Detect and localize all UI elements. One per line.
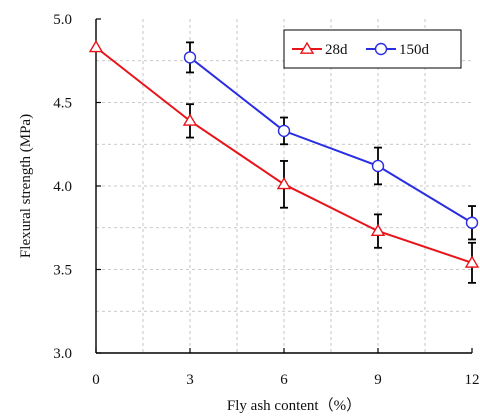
x-axis-title: Fly ash content（%） [227, 397, 361, 414]
data-point-triangle [276, 176, 292, 190]
data-point-circle [371, 159, 385, 173]
legend-label-28d: 28d [325, 42, 348, 58]
tick-labels: 0 3 6 9 12 3.0 3.5 4.0 4.5 5.0 [53, 12, 479, 388]
series-150d [183, 41, 479, 241]
series-line-150d [189, 56, 473, 224]
data-point-triangle [464, 255, 480, 268]
data-point-circle [277, 124, 291, 138]
legend: 28d 150d [283, 29, 462, 69]
y-tick-label: 3.0 [53, 346, 72, 362]
x-tick-label: 12 [465, 372, 480, 388]
data-point-circle [183, 51, 197, 64]
y-tick-label: 4.0 [53, 179, 72, 195]
x-tick-label: 0 [92, 372, 100, 388]
data-point-triangle [182, 113, 198, 126]
data-point-circle [374, 42, 388, 56]
x-tick-label: 3 [186, 372, 194, 388]
data-point-triangle [299, 41, 315, 54]
data-point-triangle [88, 40, 104, 53]
data-point-circle [465, 216, 479, 229]
y-tick-label: 3.5 [53, 263, 72, 279]
y-tick-label: 5.0 [53, 12, 72, 28]
x-tick-label: 9 [374, 372, 382, 388]
axes [95, 18, 473, 354]
x-tick-label: 6 [280, 372, 288, 388]
y-axis-title: Flexural strength (MPa) [18, 114, 34, 258]
y-tick-label: 4.5 [53, 96, 72, 112]
series-group [88, 40, 480, 284]
data-point-triangle [370, 223, 386, 236]
legend-label-150d: 150d [399, 42, 430, 58]
series-28d [88, 40, 480, 284]
